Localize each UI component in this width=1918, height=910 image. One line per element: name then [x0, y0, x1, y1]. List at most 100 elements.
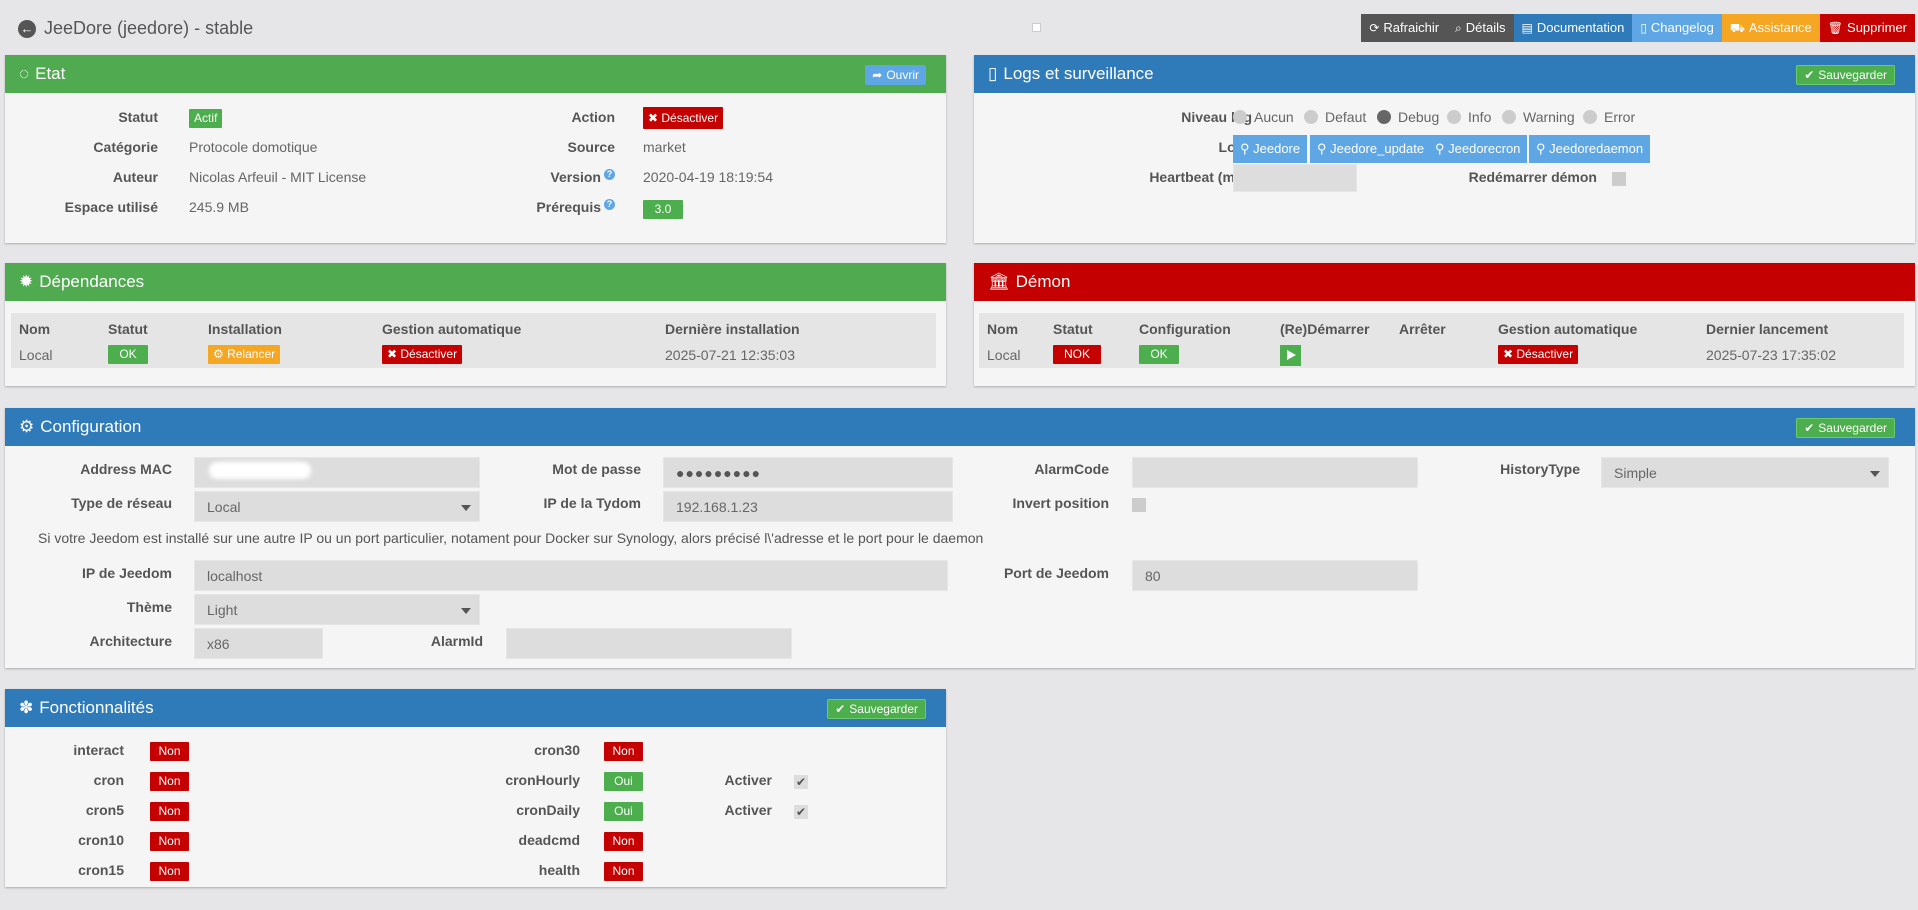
feature-status-badge: Non: [150, 832, 189, 851]
statut-badge: Actif: [189, 109, 223, 128]
logs-header: ▯ Logs et surveillance ✔ Sauvegarder: [974, 55, 1915, 93]
configuration-header: ⚙ Configuration ✔ Sauvegarder: [5, 408, 1915, 446]
feature-status-badge: Non: [150, 772, 189, 791]
log-level-warning[interactable]: Warning: [1502, 109, 1575, 125]
page-title-bar: ← JeeDore (jeedore) - stable: [18, 18, 253, 39]
radio-dot: [1447, 110, 1461, 124]
feature-name: cron15: [78, 862, 124, 878]
puzzle-icon: ✽: [19, 698, 34, 717]
delete-button[interactable]: 🗑 Supprimer: [1819, 14, 1915, 42]
help-icon[interactable]: ?: [604, 199, 615, 210]
fonct-save-button[interactable]: ✔ Sauvegarder: [827, 699, 926, 719]
statut-label: Statut: [118, 109, 158, 125]
log-level-error[interactable]: Error: [1583, 109, 1635, 125]
demon-desactiver-button[interactable]: ✖ Désactiver: [1498, 345, 1579, 364]
fonctionnalites-title: Fonctionnalités: [39, 698, 154, 717]
network-label: Type de réseau: [71, 495, 172, 511]
feature-name: cron5: [85, 802, 124, 818]
log-level-aucun[interactable]: Aucun: [1233, 109, 1294, 125]
categorie-label: Catégorie: [93, 139, 158, 155]
version-value: 2020-04-19 18:19:54: [643, 169, 773, 185]
jeedom-port-input[interactable]: 80: [1132, 560, 1418, 591]
cog-icon: ✹: [19, 272, 34, 291]
details-button[interactable]: ⌕ Détails: [1447, 14, 1514, 42]
fonctionnalites-header: ✽ Fonctionnalités ✔ Sauvegarder: [5, 689, 946, 727]
fonctionnalites-panel: ✽ Fonctionnalités ✔ Sauvegarder interact …: [5, 689, 946, 887]
documentation-button[interactable]: ▤ Documentation: [1513, 14, 1633, 42]
config-save-button[interactable]: ✔ Sauvegarder: [1796, 418, 1895, 438]
col-gestion: Gestion automatique: [1498, 321, 1638, 337]
feature-status-badge: Non: [604, 742, 643, 761]
trash-icon: 🗑: [1827, 21, 1844, 35]
assistance-button[interactable]: ⛟ Assistance: [1721, 14, 1820, 42]
col-configuration: Configuration: [1139, 321, 1231, 337]
log-level-defaut[interactable]: Defaut: [1304, 109, 1366, 125]
feature-status-badge: Oui: [604, 802, 643, 821]
historytype-select[interactable]: Simple: [1601, 457, 1889, 488]
log-jeedoredaemon-button[interactable]: ⚲ Jeedoredaemon: [1529, 135, 1651, 163]
theme-select[interactable]: Light: [194, 594, 480, 625]
restart-daemon-checkbox[interactable]: [1612, 172, 1626, 186]
help-icon[interactable]: ?: [604, 169, 615, 180]
tydom-ip-input[interactable]: 192.168.1.23: [663, 491, 953, 522]
col-statut: Statut: [108, 321, 148, 337]
alarmcode-label: AlarmCode: [1034, 461, 1109, 477]
relancer-button[interactable]: ⚙ Relancer: [208, 345, 281, 364]
dependances-header: ✹ Dépendances: [5, 263, 946, 301]
col-statut: Statut: [1053, 321, 1093, 337]
feature-status-badge: Non: [150, 742, 189, 761]
changelog-button[interactable]: ▯ Changelog: [1632, 14, 1722, 42]
password-label: Mot de passe: [552, 461, 641, 477]
feature-name: cronHourly: [505, 772, 580, 788]
logs-save-button[interactable]: ✔ Sauvegarder: [1796, 65, 1895, 85]
radio-dot: [1583, 110, 1597, 124]
log-jeedore-button[interactable]: ⚲ Jeedore: [1233, 135, 1308, 163]
col-derniere: Dernière installation: [665, 321, 800, 337]
dep-desactiver-button[interactable]: ✖ Désactiver: [382, 345, 463, 364]
log-jeedore-update-button[interactable]: ⚲ Jeedore_update: [1310, 135, 1432, 163]
invert-checkbox[interactable]: [1132, 498, 1146, 512]
auteur-label: Auteur: [112, 169, 158, 185]
mac-input[interactable]: [194, 457, 480, 488]
radio-dot-selected: [1377, 110, 1391, 124]
alarmid-label: AlarmId: [430, 633, 483, 649]
alarmid-input[interactable]: [506, 628, 792, 659]
activer-checkbox[interactable]: ✔: [794, 775, 808, 789]
col-installation: Installation: [208, 321, 282, 337]
demon-dernier-value: 2025-07-23 17:35:02: [1706, 347, 1836, 363]
share-icon: ➦: [872, 68, 883, 82]
desactiver-plugin-button[interactable]: ✖ Désactiver: [643, 107, 724, 129]
log-jeedorecron-button[interactable]: ⚲ Jeedorecron: [1428, 135, 1528, 163]
col-gestion: Gestion automatique: [382, 321, 522, 337]
configuration-title: Configuration: [40, 417, 142, 436]
log-level-debug[interactable]: Debug: [1377, 109, 1439, 125]
check-circle-icon: ✔: [835, 702, 846, 716]
mac-label: Address MAC: [80, 461, 172, 477]
jeedom-ip-input[interactable]: localhost: [194, 560, 948, 591]
heartbeat-input[interactable]: [1233, 164, 1357, 192]
network-select[interactable]: Local: [194, 491, 480, 522]
feature-status-badge: Non: [150, 802, 189, 821]
back-arrow-icon[interactable]: ←: [18, 19, 36, 38]
heartbeat-label: Heartbeat (min): [1149, 169, 1252, 185]
demon-table: Nom Statut Configuration (Re)Démarrer Ar…: [979, 313, 1904, 368]
file-icon: ▯: [1640, 21, 1647, 35]
feature-name: cron10: [78, 832, 124, 848]
feature-name: deadcmd: [518, 832, 580, 848]
dependances-table: Nom Statut Installation Gestion automati…: [11, 313, 936, 368]
feature-status-badge: Non: [604, 862, 643, 881]
search-icon: ⌕: [1455, 21, 1462, 35]
open-button[interactable]: ➦ Ouvrir: [865, 65, 926, 85]
truck-icon: ⛟: [1729, 21, 1745, 35]
password-input[interactable]: ●●●●●●●●●: [663, 457, 953, 488]
arch-input[interactable]: x86: [194, 628, 323, 659]
activer-checkbox[interactable]: ✔: [794, 805, 808, 819]
tydom-ip-label: IP de la Tydom: [543, 495, 641, 511]
col-arreter: Arrêter: [1399, 321, 1446, 337]
play-icon[interactable]: [1280, 345, 1301, 366]
jeedom-ip-label: IP de Jeedom: [81, 565, 172, 581]
alarmcode-input[interactable]: [1132, 457, 1418, 488]
etat-header: ◌ Etat ➦ Ouvrir: [5, 55, 946, 93]
log-level-info[interactable]: Info: [1447, 109, 1491, 125]
refresh-button[interactable]: ⟳ Rafraichir: [1361, 14, 1448, 42]
